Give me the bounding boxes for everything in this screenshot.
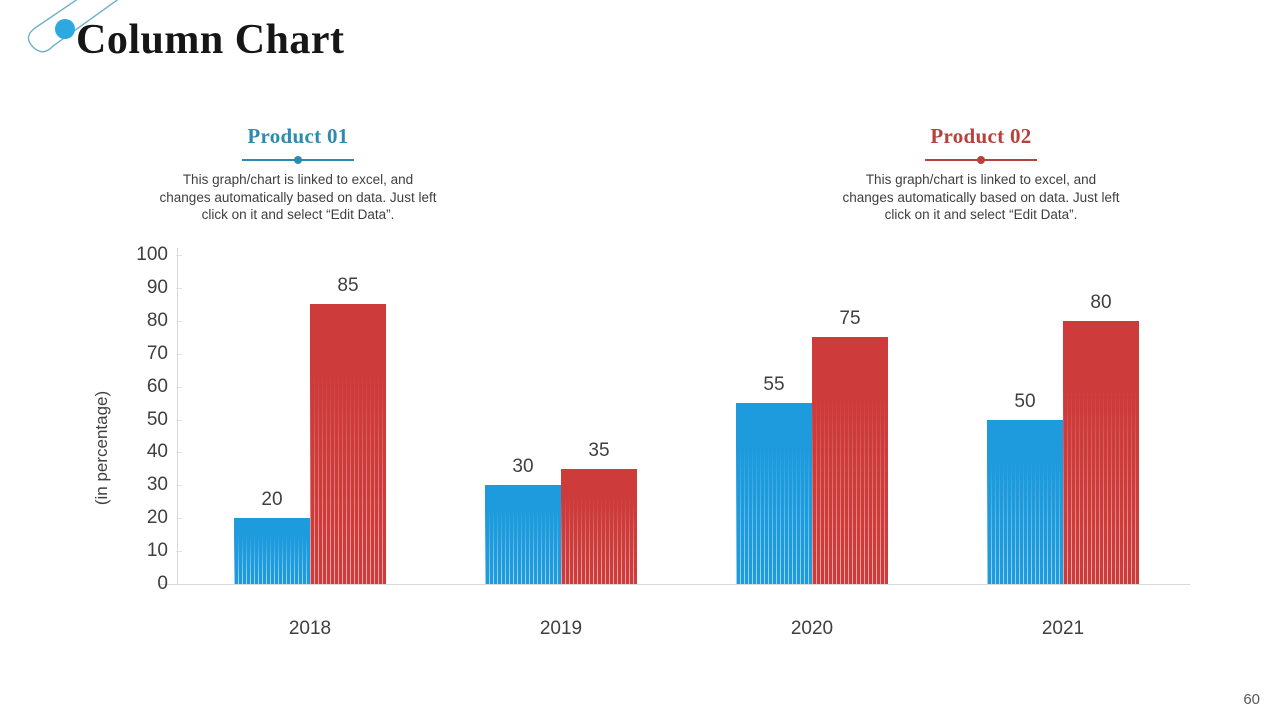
page-title: Column Chart: [76, 17, 345, 63]
bar-product01-2019[interactable]: [485, 485, 561, 584]
data-label: 20: [261, 489, 283, 511]
y-tick-label: 10: [146, 540, 168, 562]
page-number: 60: [1243, 691, 1260, 708]
product-02-description: This graph/chart is linked to excel, and…: [842, 172, 1120, 222]
y-tick-label: 0: [157, 573, 168, 594]
y-tick-label: 60: [146, 375, 168, 397]
y-tick-mark: [176, 320, 182, 322]
y-tick-label: 20: [146, 507, 168, 529]
y-tick-mark: [176, 419, 182, 421]
y-tick-mark: [176, 485, 182, 487]
bar-product02-2018[interactable]: [310, 304, 386, 584]
divider-dot-icon: [977, 156, 985, 164]
y-tick-label: 50: [146, 408, 168, 430]
y-tick-label: 80: [146, 309, 168, 331]
x-axis-label: 2020: [790, 618, 834, 639]
y-tick-label: 40: [146, 441, 168, 463]
y-tick-mark: [176, 353, 182, 355]
x-axis-line: [160, 584, 1190, 585]
product-01-heading: Product 01: [247, 124, 349, 148]
y-tick-mark: [176, 551, 182, 553]
y-axis-title: (in percentage): [92, 390, 111, 505]
data-label: 30: [512, 456, 534, 478]
bar-product02-2019[interactable]: [561, 468, 637, 584]
data-label: 85: [337, 275, 359, 297]
product-02-divider: [925, 155, 1037, 165]
product-02-heading: Product 02: [930, 124, 1032, 148]
y-tick-label: 30: [146, 474, 168, 496]
data-label: 55: [763, 374, 785, 396]
y-tick-label: 70: [146, 342, 168, 364]
x-axis-label: 2021: [1041, 618, 1085, 639]
y-tick-mark: [176, 255, 182, 256]
y-tick-mark: [176, 518, 182, 520]
y-tick-mark: [176, 452, 182, 454]
product-section-01: Product 01 This graph/chart is linked to…: [133, 124, 463, 224]
product-01-divider: [242, 155, 354, 165]
data-label: 80: [1090, 291, 1112, 313]
y-axis-line: [177, 248, 178, 584]
pin-thread-icon: [27, 0, 119, 53]
data-label: 75: [839, 308, 861, 330]
x-axis-label: 2019: [539, 618, 583, 639]
divider-dot-icon: [294, 156, 302, 164]
bar-product01-2018[interactable]: [234, 518, 310, 584]
y-tick-mark: [176, 386, 182, 388]
product-section-02: Product 02 This graph/chart is linked to…: [816, 124, 1146, 224]
y-tick-label: 90: [146, 276, 168, 298]
bar-product02-2021[interactable]: [1063, 320, 1139, 584]
y-tick-label: 100: [136, 244, 168, 265]
data-label: 50: [1014, 390, 1036, 412]
data-label: 35: [588, 439, 610, 461]
bar-product01-2021[interactable]: [987, 419, 1063, 584]
bar-product02-2020[interactable]: [812, 337, 888, 584]
x-axis-label: 2018: [288, 618, 332, 639]
bar-product01-2020[interactable]: [736, 403, 812, 584]
product-01-description: This graph/chart is linked to excel, and…: [159, 172, 437, 222]
y-tick-mark: [176, 287, 182, 289]
